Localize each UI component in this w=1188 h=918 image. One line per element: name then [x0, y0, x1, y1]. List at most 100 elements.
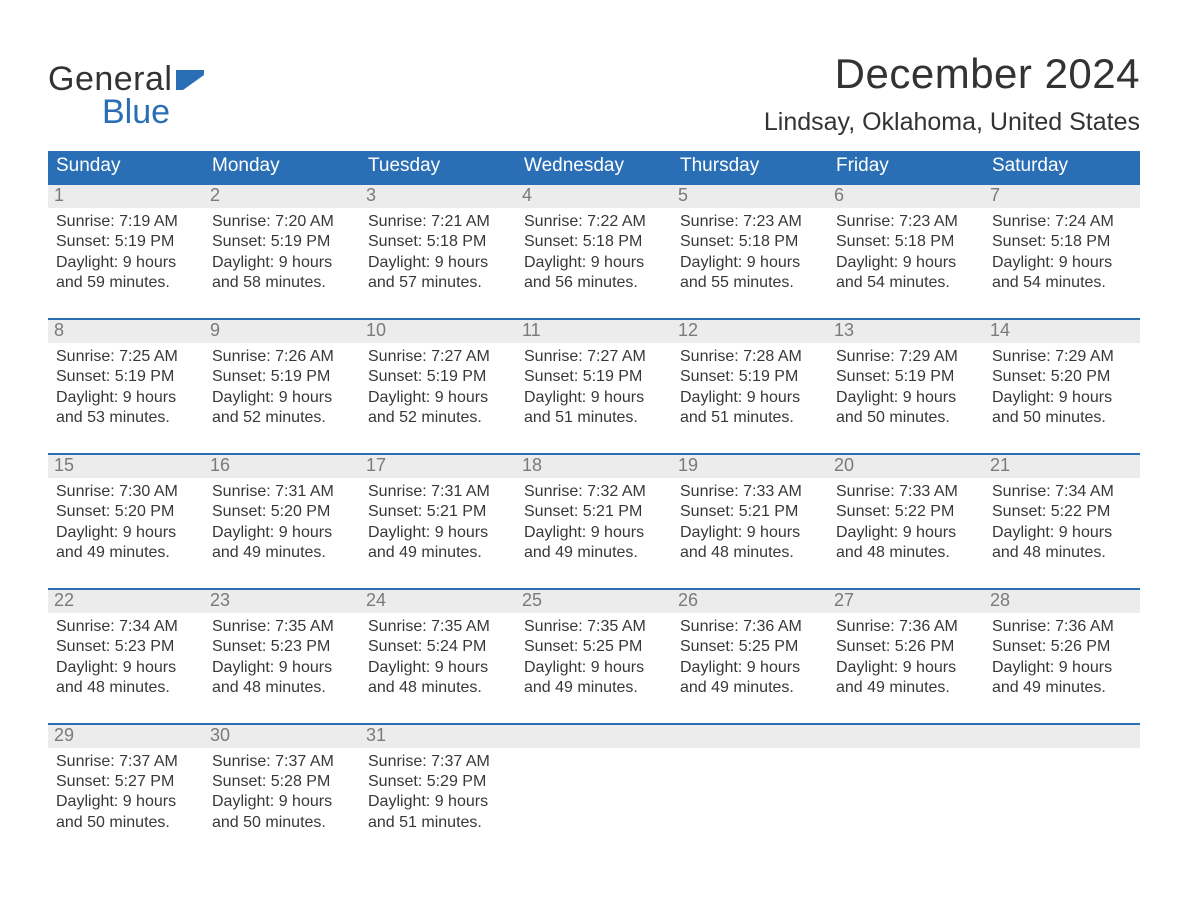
day-body-row: Sunrise: 7:30 AMSunset: 5:20 PMDaylight:…: [48, 478, 1140, 568]
day-number: 25: [516, 590, 672, 613]
daylight-line-2: and 51 minutes.: [524, 408, 666, 428]
daylight-line-1: Daylight: 9 hours: [680, 523, 822, 543]
daylight-line-2: and 49 minutes.: [524, 543, 666, 563]
sunrise-text: Sunrise: 7:34 AM: [992, 482, 1134, 502]
sunset-text: Sunset: 5:25 PM: [680, 637, 822, 657]
day-cell: Sunrise: 7:36 AMSunset: 5:26 PMDaylight:…: [984, 613, 1140, 703]
day-number: 7: [984, 185, 1140, 208]
day-cell: Sunrise: 7:30 AMSunset: 5:20 PMDaylight:…: [48, 478, 204, 568]
daylight-line-1: Daylight: 9 hours: [680, 253, 822, 273]
day-cell: Sunrise: 7:37 AMSunset: 5:28 PMDaylight:…: [204, 748, 360, 838]
sunset-text: Sunset: 5:22 PM: [992, 502, 1134, 522]
daylight-line-1: Daylight: 9 hours: [56, 792, 198, 812]
sunrise-text: Sunrise: 7:36 AM: [992, 617, 1134, 637]
sunrise-text: Sunrise: 7:35 AM: [212, 617, 354, 637]
daylight-line-2: and 52 minutes.: [212, 408, 354, 428]
sunset-text: Sunset: 5:18 PM: [992, 232, 1134, 252]
day-body-row: Sunrise: 7:34 AMSunset: 5:23 PMDaylight:…: [48, 613, 1140, 703]
daylight-line-1: Daylight: 9 hours: [836, 388, 978, 408]
day-cell: Sunrise: 7:35 AMSunset: 5:23 PMDaylight:…: [204, 613, 360, 703]
sunrise-text: Sunrise: 7:33 AM: [836, 482, 978, 502]
daylight-line-1: Daylight: 9 hours: [212, 253, 354, 273]
sunrise-text: Sunrise: 7:36 AM: [836, 617, 978, 637]
sunrise-text: Sunrise: 7:22 AM: [524, 212, 666, 232]
sunset-text: Sunset: 5:19 PM: [56, 367, 198, 387]
daylight-line-2: and 48 minutes.: [56, 678, 198, 698]
day-cell: Sunrise: 7:29 AMSunset: 5:20 PMDaylight:…: [984, 343, 1140, 433]
day-number: 20: [828, 455, 984, 478]
day-cell: Sunrise: 7:33 AMSunset: 5:22 PMDaylight:…: [828, 478, 984, 568]
day-number: 26: [672, 590, 828, 613]
daylight-line-2: and 51 minutes.: [368, 813, 510, 833]
day-header-sunday: Sunday: [48, 151, 204, 183]
calendar-week: 891011121314Sunrise: 7:25 AMSunset: 5:19…: [48, 318, 1140, 433]
day-number: 15: [48, 455, 204, 478]
day-cell: Sunrise: 7:35 AMSunset: 5:25 PMDaylight:…: [516, 613, 672, 703]
day-cell: Sunrise: 7:21 AMSunset: 5:18 PMDaylight:…: [360, 208, 516, 298]
daylight-line-1: Daylight: 9 hours: [368, 388, 510, 408]
sunset-text: Sunset: 5:23 PM: [212, 637, 354, 657]
calendar: Sunday Monday Tuesday Wednesday Thursday…: [48, 151, 1140, 837]
daylight-line-1: Daylight: 9 hours: [212, 523, 354, 543]
daylight-line-1: Daylight: 9 hours: [524, 253, 666, 273]
daylight-line-1: Daylight: 9 hours: [680, 388, 822, 408]
sunset-text: Sunset: 5:20 PM: [212, 502, 354, 522]
daylight-line-2: and 51 minutes.: [680, 408, 822, 428]
daylight-line-1: Daylight: 9 hours: [368, 523, 510, 543]
day-number: [828, 725, 984, 748]
sunset-text: Sunset: 5:21 PM: [368, 502, 510, 522]
sunrise-text: Sunrise: 7:27 AM: [524, 347, 666, 367]
daylight-line-1: Daylight: 9 hours: [836, 523, 978, 543]
sunset-text: Sunset: 5:21 PM: [680, 502, 822, 522]
sunrise-text: Sunrise: 7:28 AM: [680, 347, 822, 367]
day-number: 10: [360, 320, 516, 343]
daylight-line-1: Daylight: 9 hours: [992, 253, 1134, 273]
location-text: Lindsay, Oklahoma, United States: [764, 108, 1140, 137]
sunrise-text: Sunrise: 7:35 AM: [368, 617, 510, 637]
daylight-line-2: and 53 minutes.: [56, 408, 198, 428]
sunrise-text: Sunrise: 7:37 AM: [212, 752, 354, 772]
day-cell: Sunrise: 7:25 AMSunset: 5:19 PMDaylight:…: [48, 343, 204, 433]
sunrise-text: Sunrise: 7:23 AM: [836, 212, 978, 232]
day-body-row: Sunrise: 7:37 AMSunset: 5:27 PMDaylight:…: [48, 748, 1140, 838]
sunrise-text: Sunrise: 7:32 AM: [524, 482, 666, 502]
sunset-text: Sunset: 5:22 PM: [836, 502, 978, 522]
day-number: 24: [360, 590, 516, 613]
day-number: 12: [672, 320, 828, 343]
brand-word-2: Blue: [102, 93, 204, 132]
sunrise-text: Sunrise: 7:37 AM: [56, 752, 198, 772]
daylight-line-1: Daylight: 9 hours: [368, 792, 510, 812]
sunrise-text: Sunrise: 7:27 AM: [368, 347, 510, 367]
daylight-line-2: and 48 minutes.: [992, 543, 1134, 563]
brand-logo: General Blue: [48, 60, 204, 132]
daylight-line-1: Daylight: 9 hours: [212, 792, 354, 812]
day-cell: Sunrise: 7:20 AMSunset: 5:19 PMDaylight:…: [204, 208, 360, 298]
sunrise-text: Sunrise: 7:37 AM: [368, 752, 510, 772]
daylight-line-1: Daylight: 9 hours: [56, 658, 198, 678]
title-block: December 2024 Lindsay, Oklahoma, United …: [764, 50, 1140, 137]
day-number: 22: [48, 590, 204, 613]
flag-icon: [176, 70, 204, 90]
daylight-line-2: and 58 minutes.: [212, 273, 354, 293]
day-cell: Sunrise: 7:31 AMSunset: 5:21 PMDaylight:…: [360, 478, 516, 568]
day-cell: [672, 748, 828, 838]
daylight-line-2: and 55 minutes.: [680, 273, 822, 293]
day-number: 16: [204, 455, 360, 478]
daylight-line-1: Daylight: 9 hours: [680, 658, 822, 678]
sunset-text: Sunset: 5:26 PM: [992, 637, 1134, 657]
sunset-text: Sunset: 5:29 PM: [368, 772, 510, 792]
day-cell: Sunrise: 7:37 AMSunset: 5:29 PMDaylight:…: [360, 748, 516, 838]
sunrise-text: Sunrise: 7:21 AM: [368, 212, 510, 232]
calendar-week: 22232425262728Sunrise: 7:34 AMSunset: 5:…: [48, 588, 1140, 703]
daylight-line-2: and 48 minutes.: [368, 678, 510, 698]
daylight-line-1: Daylight: 9 hours: [524, 523, 666, 543]
sunset-text: Sunset: 5:19 PM: [368, 367, 510, 387]
day-cell: Sunrise: 7:33 AMSunset: 5:21 PMDaylight:…: [672, 478, 828, 568]
day-body-row: Sunrise: 7:19 AMSunset: 5:19 PMDaylight:…: [48, 208, 1140, 298]
daylight-line-2: and 59 minutes.: [56, 273, 198, 293]
daylight-line-1: Daylight: 9 hours: [836, 658, 978, 678]
day-number: 5: [672, 185, 828, 208]
sunrise-text: Sunrise: 7:23 AM: [680, 212, 822, 232]
sunset-text: Sunset: 5:19 PM: [836, 367, 978, 387]
day-number: 27: [828, 590, 984, 613]
